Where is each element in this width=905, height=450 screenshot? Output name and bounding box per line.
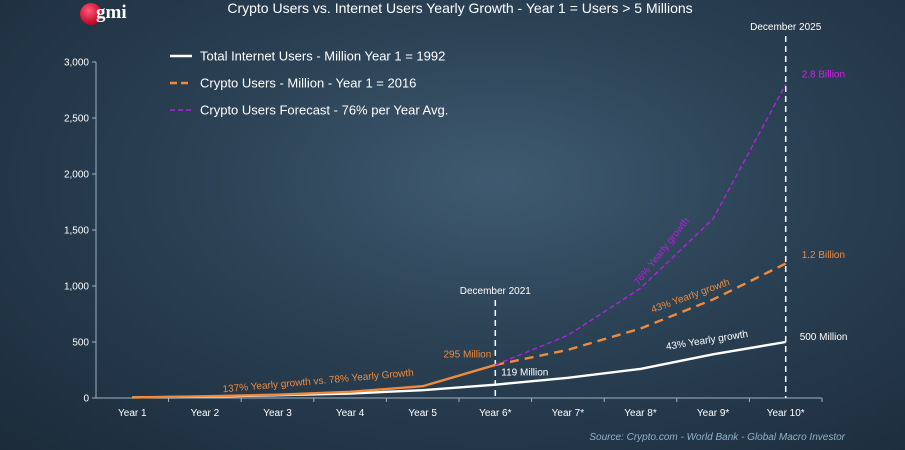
x-tick-label: Year 1 (118, 408, 147, 419)
vline-label: December 2021 (460, 286, 532, 297)
x-tick-label: Year 10* (767, 408, 805, 419)
y-tick-label: 2,000 (64, 170, 89, 181)
legend-label: Crypto Users Forecast - 76% per Year Avg… (200, 103, 448, 118)
annotation-label: 43% Yearly growth (650, 277, 732, 316)
annotation-label: 2.8 Billion (802, 70, 845, 81)
series-line-crypto-projected (495, 262, 787, 367)
x-tick-label: Year 4 (336, 408, 365, 419)
annotation-label: 76% Yearly growth (632, 216, 692, 288)
legend-label: Crypto Users - Million - Year 1 = 2016 (200, 76, 416, 91)
y-tick-label: 2,500 (64, 114, 89, 125)
vline-label: December 2025 (750, 22, 822, 33)
x-tick-label: Year 2 (191, 408, 220, 419)
annotation-label: 119 Million (501, 368, 548, 379)
x-tick-label: Year 9* (697, 408, 730, 419)
y-tick-label: 3,000 (64, 58, 89, 69)
annotation-label: 1.2 Billion (802, 250, 845, 261)
x-tick-label: Year 3 (263, 408, 292, 419)
legend-label: Total Internet Users - Million Year 1 = … (200, 49, 445, 64)
logo-circle-icon (80, 3, 102, 25)
y-tick-label: 1,000 (64, 282, 89, 293)
chart-title: Crypto Users vs. Internet Users Yearly G… (227, 0, 693, 16)
annotation-label: 500 Million (800, 332, 848, 343)
gmi-logo: gmi (80, 2, 132, 26)
series-line-forecast (495, 84, 787, 366)
x-tick-label: Year 8* (624, 408, 657, 419)
y-tick-label: 0 (83, 394, 89, 405)
y-tick-label: 500 (72, 338, 89, 349)
logo-text: gmi (96, 2, 127, 23)
y-tick-label: 1,500 (64, 226, 89, 237)
annotation-label: 295 Million (443, 350, 491, 361)
series-line-crypto-actual (132, 363, 496, 399)
x-tick-label: Year 5 (408, 408, 437, 419)
x-tick-label: Year 6* (479, 408, 512, 419)
x-tick-label: Year 7* (552, 408, 585, 419)
source-note: Source: Crypto.com - World Bank - Global… (589, 432, 845, 443)
